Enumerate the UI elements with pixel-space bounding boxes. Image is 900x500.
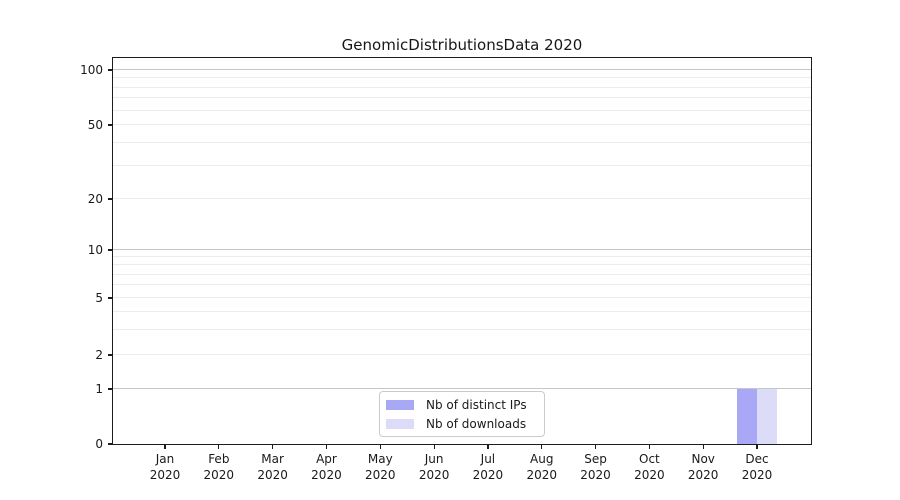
legend: Nb of distinct IPs Nb of downloads	[379, 391, 545, 437]
x-tick-mark	[594, 445, 597, 450]
gridline-minor	[113, 328, 811, 330]
x-tick-label: Jan 2020	[149, 452, 181, 482]
legend-label: Nb of downloads	[426, 416, 527, 431]
y-tick-mark	[107, 124, 112, 126]
gridline-minor	[113, 109, 811, 111]
x-tick-label: Mar 2020	[257, 452, 288, 482]
y-tick-label: 50	[87, 118, 103, 132]
x-tick-label: Jul 2020	[472, 452, 504, 482]
x-tick-mark	[272, 445, 274, 450]
gridline-minor	[113, 354, 811, 355]
x-tick-label: Nov 2020	[687, 452, 719, 482]
legend-label: Nb of distinct IPs	[426, 397, 527, 412]
gridline-minor	[113, 77, 811, 79]
x-tick-mark	[164, 445, 166, 450]
downloads-swatch-icon	[386, 418, 414, 429]
x-tick-mark	[433, 445, 435, 450]
spine-top	[112, 56, 812, 58]
x-tick-mark	[218, 445, 220, 450]
gridline-minor	[113, 284, 811, 286]
gridline-minor	[113, 297, 811, 299]
gridline-minor	[113, 264, 811, 266]
y-tick-label: 20	[87, 192, 103, 206]
y-tick-mark	[107, 69, 112, 71]
gridline-minor	[113, 165, 811, 167]
x-tick-mark	[325, 445, 328, 450]
y-tick-mark	[107, 443, 112, 445]
x-tick-mark	[648, 445, 650, 450]
x-tick-mark	[756, 445, 758, 450]
gridline-minor	[113, 142, 811, 144]
x-tick-mark	[702, 445, 704, 450]
x-tick-label: Jun 2020	[418, 452, 450, 482]
distinct-ips-swatch-icon	[386, 399, 414, 410]
legend-item-downloads: Nb of downloads	[386, 416, 544, 431]
chart-title: GenomicDistributionsData 2020	[341, 36, 583, 54]
bar-nb-of-distinct-ips	[737, 389, 758, 444]
x-tick-mark	[487, 445, 489, 450]
gridline-minor	[113, 124, 811, 126]
legend-item-distinct-ips: Nb of distinct IPs	[386, 397, 544, 412]
y-tick-label: 0	[95, 437, 103, 451]
spine-left	[111, 57, 113, 445]
y-tick-label: 100	[80, 63, 103, 77]
gridline-minor	[113, 97, 811, 99]
y-tick-label: 2	[95, 347, 103, 362]
x-tick-label: Apr 2020	[311, 452, 342, 482]
x-tick-label: May 2020	[364, 452, 396, 482]
y-tick-label: 5	[95, 291, 103, 305]
x-tick-label: Feb 2020	[203, 452, 235, 482]
y-tick-mark	[107, 297, 112, 299]
x-tick-label: Aug 2020	[526, 452, 557, 482]
y-tick-mark	[107, 388, 112, 390]
plot-area	[107, 56, 813, 450]
gridline-major	[113, 249, 811, 250]
x-tick-mark	[541, 445, 543, 450]
y-tick-label: 1	[95, 381, 103, 396]
x-tick-label: Sep 2020	[580, 452, 611, 482]
gridline-minor	[113, 256, 811, 258]
gridline-major	[113, 69, 811, 71]
y-tick-label: 10	[87, 242, 103, 257]
y-tick-mark	[107, 249, 112, 251]
gridline-minor	[113, 310, 811, 312]
gridline-minor	[113, 86, 811, 88]
bar-nb-of-downloads	[757, 389, 778, 444]
x-tick-label: Oct 2020	[634, 452, 665, 482]
gridline-major	[113, 388, 811, 389]
y-tick-mark	[107, 354, 112, 356]
x-tick-label: Dec 2020	[741, 452, 773, 482]
gridline-minor	[113, 273, 811, 275]
spine-right	[811, 57, 813, 445]
gridline-minor	[113, 198, 811, 200]
spine-bottom	[112, 444, 812, 446]
x-tick-mark	[379, 445, 381, 450]
y-tick-mark	[107, 198, 112, 200]
